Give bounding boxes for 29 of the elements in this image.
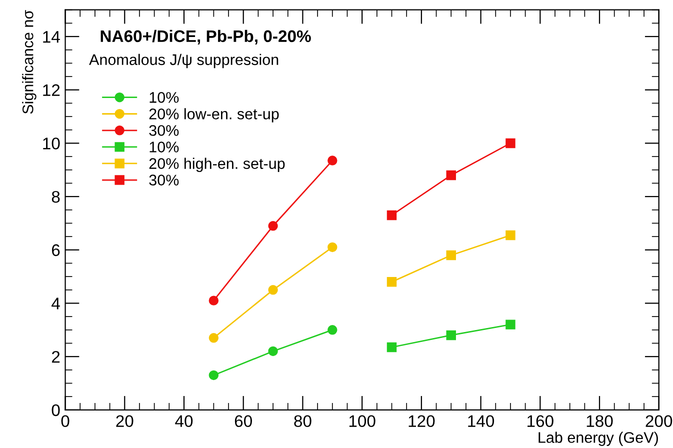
legend-label: 10% [150, 92, 179, 103]
y-tick-label: 10 [43, 138, 60, 150]
x-axis-title: Lab energy (GeV) [538, 432, 658, 446]
x-tick-label: 180 [586, 415, 613, 428]
legend-label: 20% high-en. set-up [149, 158, 285, 172]
text: Anomalous J/ψ suppression [89, 54, 278, 68]
legend-label: 30% [149, 125, 179, 136]
y-tick-label: 6 [52, 244, 60, 256]
y-tick-label: 12 [43, 84, 60, 96]
x-tick-label: 160 [528, 415, 554, 428]
x-tick-label: 140 [468, 415, 494, 428]
x-tick-label: 120 [408, 415, 435, 428]
y-tick-label: 4 [52, 298, 60, 310]
x-tick-label: 60 [234, 415, 252, 428]
y-tick-label: 0 [52, 404, 60, 416]
text: NA60+/DiCE, Pb-Pb, 0-20% [100, 30, 311, 45]
x-tick-label: 100 [349, 415, 376, 428]
y-tick-label: 8 [52, 190, 60, 203]
x-tick-label: 0 [61, 415, 70, 428]
legend-label: 30% [149, 174, 179, 186]
legend-label: 10% [150, 142, 179, 152]
y-axis-title: Significance nσ [22, 10, 36, 114]
y-tick-label: 2 [52, 350, 60, 363]
legend-label: 20% low-en. set-up [149, 108, 279, 122]
x-tick-label: 20 [116, 415, 134, 428]
x-tick-label: 80 [294, 415, 312, 428]
y-tick-label: 14 [43, 31, 60, 43]
x-tick-label: 200 [646, 415, 672, 428]
x-tick-label: 40 [175, 415, 193, 428]
